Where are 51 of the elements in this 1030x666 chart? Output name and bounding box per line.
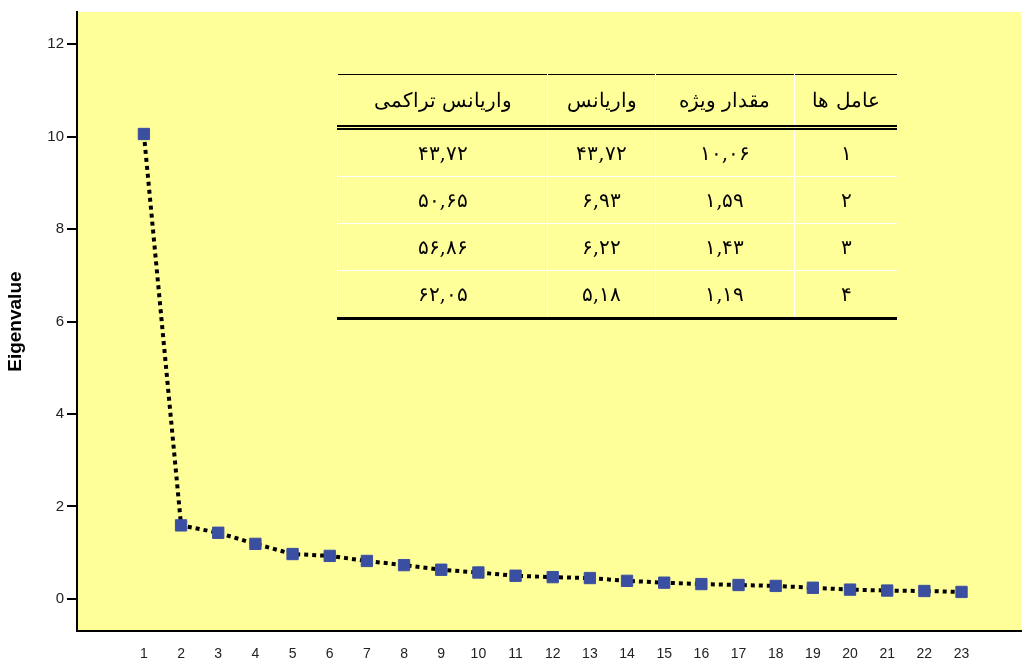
x-tick-label: 22 [916,645,933,662]
y-tick-label: 6 [55,311,64,329]
annotation: ۴۳,۷۲ [337,127,548,177]
x-tick-label: 21 [879,645,896,662]
annotation: ۱ [794,127,897,177]
x-tick-label: 5 [288,645,297,662]
x-tick-label: 18 [767,645,784,662]
x-tick-label: 23 [953,645,970,662]
y-tick-label: 2 [55,496,64,514]
x-tick-label: 4 [251,645,260,662]
x-tick-label: 7 [362,645,371,662]
annotation: عامل ها [794,74,897,128]
x-tick-label: 2 [177,645,186,662]
x-tick-label: 8 [400,645,409,662]
annotation: واریانس [547,74,656,128]
x-tick-label: 6 [325,645,334,662]
x-tick-label: 14 [619,645,636,662]
y-tick-label: 12 [47,34,64,52]
annotation: ۴ [794,270,897,319]
annotation: ۱,۴۳ [655,223,795,271]
x-tick-label: 9 [437,645,446,662]
annotation: ۱,۵۹ [655,176,795,224]
annotation: ۵,۱۸ [547,270,656,319]
x-tick-label: 3 [214,645,223,662]
annotation: واریانس تراکمی [337,74,548,128]
x-tick-label: 17 [730,645,747,662]
x-tick-label: 16 [693,645,710,662]
x-tick-label: 20 [842,645,859,662]
x-tick-label: 13 [582,645,598,662]
y-tick-label: 0 [55,588,64,606]
y-tick-label: 4 [55,404,64,422]
annotation: ۱۰,۰۶ [655,127,795,177]
x-tick-label: 10 [470,645,487,662]
x-tick-label: 11 [508,645,524,662]
y-axis-title: Eigenvalue [3,271,25,372]
x-tick-label: 15 [656,645,673,662]
x-tick-label: 19 [805,645,821,662]
y-tick-label: 8 [55,219,64,237]
annotation: ۱,۱۹ [655,270,795,319]
annotation: ۶۲,۰۵ [337,270,548,319]
annotation: ۵۰,۶۵ [337,176,548,224]
annotation: ۶,۲۲ [547,223,656,271]
annotation: ۲ [794,176,897,224]
annotation: ۳ [794,223,897,271]
annotation: مقدار ویژه [655,74,795,128]
annotation: ۶,۹۳ [547,176,656,224]
x-tick-label: 12 [544,645,561,662]
annotation: ۴۳,۷۲ [547,127,656,177]
x-tick-label: 1 [140,645,148,662]
annotation: ۵۶,۸۶ [337,223,548,271]
y-tick-label: 10 [47,126,64,144]
